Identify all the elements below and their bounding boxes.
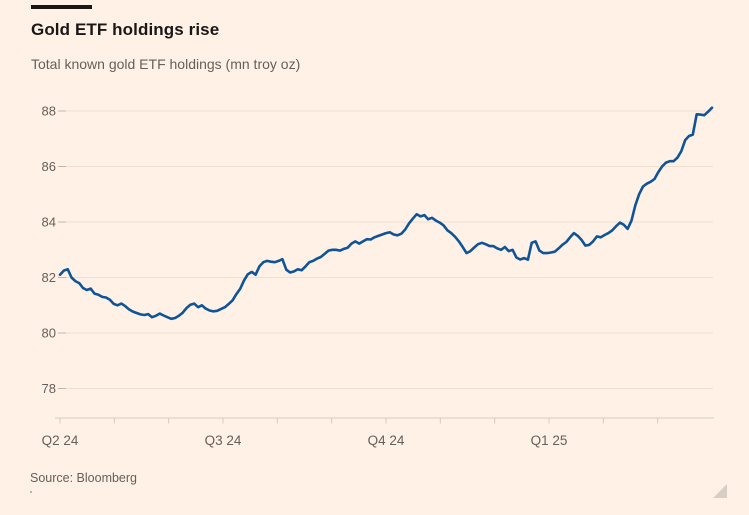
line-chart: 88 86 84 82 80 78 Q2 24 Q3 24 Q4 24 Q1 25: [42, 104, 714, 448]
y-axis-tick-label: 86: [42, 159, 56, 174]
source-credit: Source: Bloomberg: [30, 471, 138, 485]
y-axis-tick-label: 82: [42, 270, 56, 285]
y-axis-tick-label: 88: [42, 104, 56, 119]
y-axis-tick-label: 84: [42, 215, 56, 230]
chart-title: Gold ETF holdings rise: [31, 20, 220, 39]
x-axis-quarter-label: Q2 24: [42, 433, 79, 448]
title-accent-bar: [31, 5, 92, 9]
resize-handle-icon[interactable]: [713, 484, 727, 498]
stray-mark: [30, 491, 32, 493]
x-axis-quarter-label: Q3 24: [205, 433, 242, 448]
y-axis-tick-label: 80: [42, 326, 56, 341]
holdings-line-series: [58, 106, 714, 321]
chart-subtitle: Total known gold ETF holdings (mn troy o…: [31, 56, 301, 72]
y-axis-tick-label: 78: [42, 381, 56, 396]
x-axis-quarter-label: Q1 25: [531, 433, 568, 448]
x-axis-quarter-label: Q4 24: [368, 433, 405, 448]
